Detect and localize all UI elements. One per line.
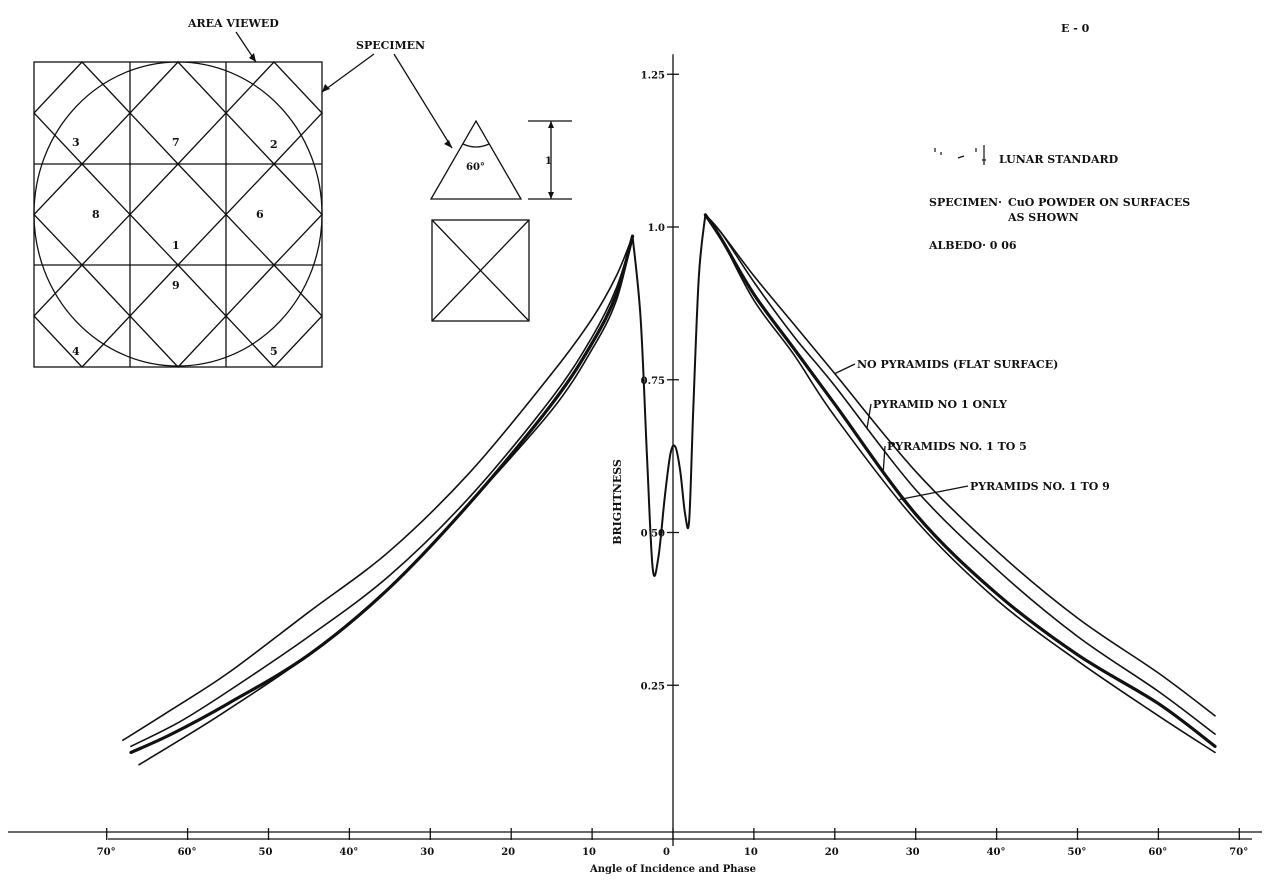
x-tick-label-0: 70° — [97, 847, 116, 858]
cell-label-7: 7 — [172, 136, 180, 149]
series-3-right-branch — [704, 213, 1216, 754]
series-legend: NO PYRAMIDS (FLAT SURFACE) PYRAMID NO 1 O… — [834, 358, 1110, 501]
x-ticks: 70° 60° 50 40° 30 20 10 0 10 20 30 40° 50° 60° 70° — [97, 828, 1248, 858]
area-viewed-grid: 3 7 2 8 6 1 9 4 5 — [33, 61, 323, 368]
y-tick-label-0: 0.25 — [641, 681, 665, 692]
legend-leader-0 — [834, 363, 856, 375]
x-tick-label-5: 20 — [501, 847, 515, 858]
x-tick-label-13: 60° — [1148, 847, 1167, 858]
legend-leader-2 — [882, 445, 886, 471]
legend-label-3: PYRAMIDS NO. 1 TO 9 — [970, 480, 1110, 493]
figure-code: E - 0 — [1061, 22, 1090, 35]
y-tick-label-2: 0.75 — [641, 376, 665, 387]
x-tick-label-12: 50° — [1068, 847, 1087, 858]
specimen-legend-line2: AS SHOWN — [1007, 211, 1079, 224]
specimen-arrow-right — [393, 53, 453, 149]
cell-label-8: 8 — [92, 208, 100, 221]
series-0-left-branch — [122, 235, 634, 742]
x-tick-label-9: 20 — [825, 847, 839, 858]
series-1-right-branch — [704, 213, 1216, 735]
x-tick-label-11: 40° — [987, 847, 1006, 858]
lunar-standard-label: LUNAR STANDARD — [999, 153, 1119, 166]
brightness-chart: 70° 60° 50 40° 30 20 10 0 10 20 30 40° 50° 60° 70° 0.2… — [8, 54, 1262, 875]
specimen-legend-label: SPECIMEN· — [929, 196, 1002, 209]
series-3-left-branch — [138, 235, 634, 766]
x-tick-label-1: 60° — [178, 847, 197, 858]
x-tick-label-8: 10 — [744, 847, 758, 858]
y-tick-label-3: 1.0 — [648, 223, 665, 234]
legend-label-2: PYRAMIDS NO. 1 TO 5 — [887, 440, 1027, 453]
legend-label-0: NO PYRAMIDS (FLAT SURFACE) — [857, 358, 1058, 371]
legend-leader-3 — [899, 485, 969, 501]
series-2-left-branch — [129, 234, 635, 755]
x-tick-label-14: 70° — [1229, 847, 1248, 858]
apex-angle-label: 60° — [466, 162, 485, 173]
series-2-right-branch — [703, 213, 1217, 748]
x-tick-label-6: 10 — [582, 847, 596, 858]
pyramid-side-view: 60° 1 — [429, 119, 572, 200]
height-label: 1 — [545, 156, 552, 167]
specimen-arrow-left — [321, 53, 375, 93]
cell-label-3: 3 — [72, 136, 80, 149]
y-tick-label-4: 1.25 — [641, 70, 665, 81]
legend-leader-1 — [866, 403, 872, 428]
lunar-standard-legend: LUNAR STANDARD — [934, 145, 1119, 166]
pyramid-top-view — [431, 219, 530, 322]
x-tick-label-4: 30 — [420, 847, 434, 858]
cell-label-9: 9 — [172, 279, 180, 292]
legend-label-1: PYRAMID NO 1 ONLY — [873, 398, 1007, 411]
specimen-legend-line1: CuO POWDER ON SURFACES — [1008, 196, 1190, 209]
series-0-right-branch — [704, 213, 1216, 717]
x-tick-label-7: 0 — [663, 847, 670, 858]
albedo-label: ALBEDO· 0 06 — [928, 239, 1017, 252]
series-layer — [122, 213, 1217, 766]
y-tick-label-1: 0 50 — [641, 529, 665, 540]
y-ticks: 0.25 0 50 0.75 1.0 1.25 — [641, 70, 679, 692]
cell-label-6: 6 — [256, 208, 264, 221]
cell-label-4: 4 — [72, 345, 80, 358]
specimen-label: SPECIMEN — [356, 39, 425, 52]
x-axis-label: Angle of Incidence and Phase — [589, 864, 756, 875]
x-tick-label-3: 40° — [339, 847, 358, 858]
y-axis-label: BRIGHTNESS — [611, 459, 624, 545]
cell-label-2: 2 — [270, 138, 278, 151]
x-tick-label-10: 30 — [906, 847, 920, 858]
area-viewed-label: AREA VIEWED — [187, 17, 279, 30]
cell-label-5: 5 — [270, 345, 278, 358]
opposition-peak-curve — [631, 213, 707, 577]
cell-label-1: 1 — [172, 239, 180, 252]
area-viewed-arrowhead — [249, 53, 256, 62]
x-tick-label-2: 50 — [259, 847, 273, 858]
series-1-left-branch — [130, 235, 634, 748]
